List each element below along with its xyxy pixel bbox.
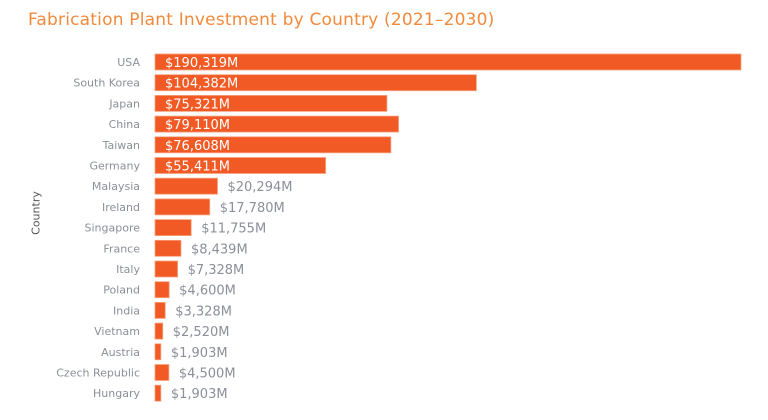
category-label: Taiwan bbox=[102, 139, 140, 152]
bar-france bbox=[154, 239, 182, 257]
category-label: Hungary bbox=[93, 387, 140, 400]
value-label: $20,294M bbox=[227, 180, 292, 195]
category-label: Poland bbox=[103, 284, 140, 297]
chart-title: Fabrication Plant Investment by Country … bbox=[28, 10, 495, 30]
value-label: $79,110M bbox=[165, 118, 230, 133]
category-label: Japan bbox=[108, 97, 140, 110]
bar-ireland bbox=[154, 198, 211, 216]
value-label: $17,780M bbox=[220, 201, 285, 216]
bar-india bbox=[154, 301, 166, 319]
value-label: $2,520M bbox=[173, 325, 230, 340]
value-label: $8,439M bbox=[191, 242, 248, 257]
value-label: $1,903M bbox=[171, 346, 228, 361]
value-label: $1,903M bbox=[171, 387, 228, 402]
category-label: China bbox=[109, 118, 140, 131]
bar-usa bbox=[154, 53, 742, 71]
category-label: India bbox=[113, 304, 140, 317]
category-label: Austria bbox=[101, 346, 140, 359]
bar-taiwan bbox=[154, 136, 392, 154]
bar-italy bbox=[154, 260, 178, 278]
category-label: Germany bbox=[89, 160, 140, 173]
bar-vietnam bbox=[154, 322, 164, 340]
value-label: $3,328M bbox=[175, 304, 232, 319]
value-label: $4,500M bbox=[179, 367, 236, 382]
bar-malaysia bbox=[154, 177, 218, 195]
bar-czech-republic bbox=[154, 364, 170, 381]
bar-hungary bbox=[154, 384, 162, 402]
bar-austria bbox=[154, 343, 162, 361]
value-label: $11,755M bbox=[201, 222, 266, 237]
value-label: $55,411M bbox=[165, 160, 230, 175]
category-label: Italy bbox=[116, 263, 140, 276]
value-label: $190,319M bbox=[165, 56, 238, 71]
value-label: $7,328M bbox=[188, 263, 245, 278]
category-label: Singapore bbox=[85, 222, 141, 235]
value-label: $75,321M bbox=[165, 97, 230, 112]
bar-singapore bbox=[154, 219, 192, 237]
category-label: South Korea bbox=[73, 77, 140, 90]
value-label: $76,608M bbox=[165, 139, 230, 154]
category-label: USA bbox=[117, 56, 140, 69]
bar-japan bbox=[154, 95, 388, 112]
bar-germany bbox=[154, 157, 327, 174]
bar-south-korea bbox=[154, 74, 477, 92]
category-label: Czech Republic bbox=[56, 367, 140, 380]
value-label: $104,382M bbox=[165, 77, 238, 92]
category-label: France bbox=[103, 242, 140, 255]
category-label: Ireland bbox=[102, 201, 140, 214]
value-label: $4,600M bbox=[179, 284, 236, 299]
bar-china bbox=[154, 115, 399, 133]
bar-poland bbox=[154, 281, 170, 299]
category-label: Vietnam bbox=[94, 325, 140, 338]
category-label: Malaysia bbox=[92, 180, 140, 193]
